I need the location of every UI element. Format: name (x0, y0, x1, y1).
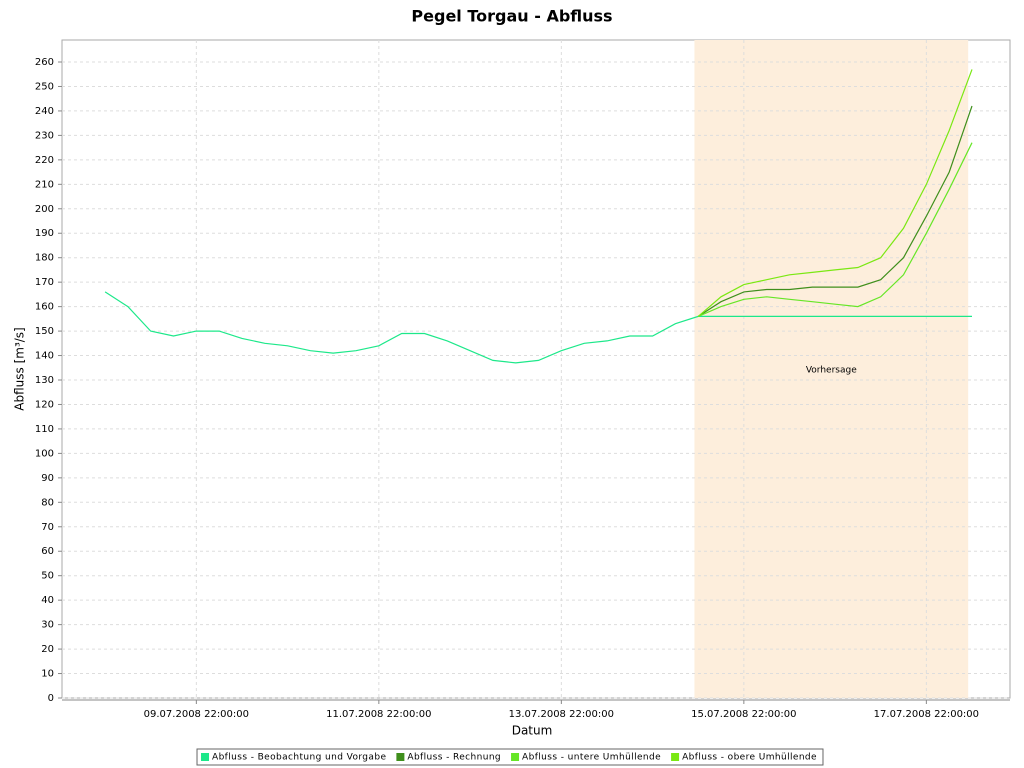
legend-swatch (396, 753, 405, 761)
y-tick-label: 100 (35, 448, 54, 459)
y-tick-label: 60 (41, 546, 54, 557)
x-tick-label: 17.07.2008 22:00:00 (874, 709, 979, 720)
legend: Abfluss - Beobachtung und Vorgabe Abfluss… (196, 748, 824, 766)
y-tick-label: 160 (35, 302, 54, 313)
legend-label: Abfluss - Beobachtung und Vorgabe (212, 753, 386, 763)
x-tick-label: 13.07.2008 22:00:00 (509, 709, 614, 720)
y-tick-label: 140 (35, 351, 54, 362)
series-line (697, 69, 973, 317)
forecast-band (694, 40, 969, 698)
y-tick-label: 220 (35, 155, 54, 166)
series-line (104, 291, 972, 364)
legend-box (196, 748, 824, 766)
y-tick-label: 110 (35, 424, 54, 435)
y-axis-label: Abfluss [m³/s] (13, 327, 27, 410)
y-tick-label: 150 (35, 326, 54, 337)
y-tick-label: 180 (35, 253, 54, 264)
y-tick-label: 170 (35, 277, 54, 288)
y-tick-label: 120 (35, 399, 54, 410)
y-tick-label: 10 (41, 669, 54, 680)
y-tick-label: 200 (35, 204, 54, 215)
legend-swatch (511, 753, 520, 761)
y-tick-label: 240 (35, 106, 54, 117)
y-tick-label: 80 (41, 497, 54, 508)
y-tick-label: 20 (41, 644, 54, 655)
legend-label: Abfluss - untere Umhüllende (522, 753, 661, 763)
annotation: Vorhersage (806, 366, 857, 376)
y-tick-label: 90 (41, 473, 54, 484)
y-tick-label: 260 (35, 57, 54, 68)
y-tick-label: 40 (41, 595, 54, 606)
chart-title: Pegel Torgau - Abfluss (411, 7, 612, 26)
y-tick-label: 250 (35, 81, 54, 92)
y-tick-label: 130 (35, 375, 54, 386)
legend-label: Abfluss - obere Umhüllende (682, 753, 817, 763)
y-tick-label: 190 (35, 228, 54, 239)
legend-label: Abfluss - Rechnung (407, 753, 501, 763)
legend-swatch (671, 753, 680, 761)
y-tick-label: 210 (35, 179, 54, 190)
y-tick-label: 30 (41, 620, 54, 631)
series-line (697, 142, 973, 317)
y-tick-label: 50 (41, 571, 54, 582)
x-tick-label: 11.07.2008 22:00:00 (326, 709, 431, 720)
legend-swatch (201, 753, 210, 761)
x-axis-label: Datum (512, 724, 553, 738)
x-tick-label: 09.07.2008 22:00:00 (144, 709, 249, 720)
y-tick-label: 0 (48, 693, 54, 704)
series-line (697, 105, 973, 317)
x-tick-label: 15.07.2008 22:00:00 (691, 709, 796, 720)
y-tick-label: 230 (35, 130, 54, 141)
y-tick-label: 70 (41, 522, 54, 533)
